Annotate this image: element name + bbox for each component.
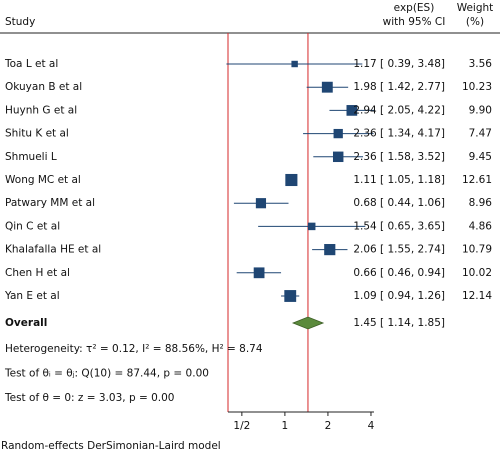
weight-label: 3.56 bbox=[469, 58, 493, 70]
effect-marker bbox=[321, 81, 333, 93]
ci-label: 0.66 [ 0.46, 0.94] bbox=[353, 267, 445, 279]
x-tick-label: 1/2 bbox=[233, 420, 250, 432]
effect-marker bbox=[332, 151, 344, 163]
effect-marker bbox=[284, 290, 297, 302]
x-tick-label: 4 bbox=[368, 420, 375, 432]
study-label: Toa L et al bbox=[4, 58, 58, 70]
weight-label: 9.90 bbox=[469, 104, 492, 116]
study-label: Qin C et al bbox=[5, 220, 60, 232]
weight-label: 10.79 bbox=[462, 244, 492, 256]
overall-label: Overall bbox=[5, 317, 47, 329]
weight-label: 4.86 bbox=[469, 220, 493, 232]
ci-label: 2.06 [ 1.55, 2.74] bbox=[353, 244, 445, 256]
overall-diamond bbox=[291, 316, 325, 330]
weight-label: 10.02 bbox=[462, 267, 492, 279]
overall-ci-label: 1.45 [ 1.14, 1.85] bbox=[353, 317, 445, 329]
effect-marker bbox=[324, 244, 336, 256]
effect-marker bbox=[253, 267, 265, 279]
study-label: Shmueli L bbox=[5, 151, 57, 163]
header-weight: Weight bbox=[457, 2, 494, 14]
weight-label: 10.23 bbox=[462, 81, 492, 93]
study-label: Okuyan B et al bbox=[5, 81, 82, 93]
header-effect-sub: with 95% CI bbox=[383, 16, 446, 28]
effect-marker bbox=[255, 198, 267, 209]
note: Heterogeneity: τ² = 0.12, I² = 88.56%, H… bbox=[5, 343, 263, 355]
study-label: Patwary MM et al bbox=[5, 197, 95, 209]
weight-label: 9.45 bbox=[469, 151, 492, 163]
study-label: Yan E et al bbox=[4, 290, 60, 302]
ci-label: 1.17 [ 0.39, 3.48] bbox=[353, 58, 445, 70]
ci-label: 2.94 [ 2.05, 4.22] bbox=[353, 104, 445, 116]
ci-label: 1.11 [ 1.05, 1.18] bbox=[353, 174, 445, 186]
weight-label: 12.61 bbox=[462, 174, 492, 186]
header-study: Study bbox=[5, 16, 35, 28]
note: Test of θᵢ = θⱼ: Q(10) = 87.44, p = 0.00 bbox=[4, 368, 209, 380]
ci-label: 0.68 [ 0.44, 1.06] bbox=[353, 197, 445, 209]
weight-label: 12.14 bbox=[462, 290, 492, 302]
study-label: Huynh G et al bbox=[5, 104, 77, 116]
effect-marker bbox=[346, 105, 358, 116]
weight-label: 7.47 bbox=[469, 128, 492, 140]
study-label: Shitu K et al bbox=[5, 128, 69, 140]
study-label: Wong MC et al bbox=[5, 174, 81, 186]
study-label: Chen H et al bbox=[5, 267, 70, 279]
ci-label: 2.36 [ 1.58, 3.52] bbox=[353, 151, 445, 163]
x-tick-label: 2 bbox=[325, 420, 332, 432]
effect-marker bbox=[307, 222, 316, 231]
ci-label: 1.54 [ 0.65, 3.65] bbox=[353, 220, 445, 232]
effect-marker bbox=[285, 173, 298, 187]
ci-label: 1.09 [ 0.94, 1.26] bbox=[353, 290, 445, 302]
study-label: Khalafalla HE et al bbox=[5, 244, 101, 256]
footnote: Random-effects DerSimonian-Laird model bbox=[1, 440, 221, 452]
ci-label: 2.36 [ 1.34, 4.17] bbox=[353, 128, 445, 140]
header-effect: exp(ES) bbox=[394, 2, 435, 14]
x-tick-label: 1 bbox=[282, 420, 289, 432]
effect-marker bbox=[333, 128, 343, 139]
ci-label: 1.98 [ 1.42, 2.77] bbox=[353, 81, 445, 93]
header-weight-sub: (%) bbox=[466, 16, 484, 28]
weight-label: 8.96 bbox=[469, 197, 493, 209]
effect-marker bbox=[291, 60, 298, 68]
note: Test of θ = 0: z = 3.03, p = 0.00 bbox=[4, 392, 174, 404]
